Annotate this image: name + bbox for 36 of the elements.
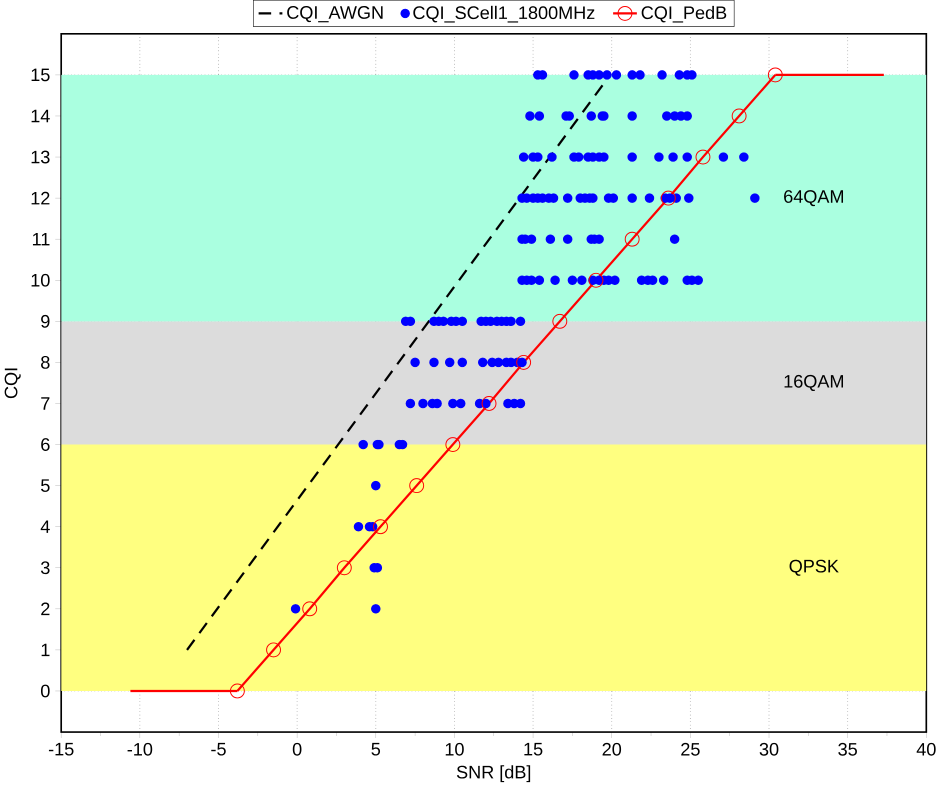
x-axis-title: SNR [dB] [456, 765, 530, 782]
y-tick-label: 1 [42, 644, 50, 656]
y-axis-title: CQI [4, 368, 21, 398]
x-tick-label: 10 [446, 743, 464, 756]
y-tick-label: 6 [41, 438, 50, 452]
x-tick-label: 0 [292, 743, 302, 756]
band-label: QPSK [790, 560, 839, 576]
y-tick-label: 5 [41, 479, 50, 492]
x-tick-label: -10 [128, 743, 152, 756]
y-tick-label: 0 [40, 684, 50, 698]
y-tick-label: 15 [32, 68, 50, 82]
x-tick-label: 30 [760, 743, 778, 756]
y-tick-label: 2 [41, 602, 50, 616]
band-label: 16QAM [784, 375, 844, 392]
x-tick-label: -5 [211, 743, 226, 756]
legend-label: CQI_PedB [642, 6, 726, 23]
x-tick-label: 15 [524, 743, 542, 756]
legend-label: CQI_AWGN [287, 6, 383, 22]
y-tick-label: 12 [32, 192, 50, 205]
band-label: 64QAM [784, 190, 844, 206]
x-tick-label: -15 [48, 743, 74, 756]
x-tick-label: 20 [602, 743, 622, 756]
y-tick-label: 14 [32, 110, 50, 122]
y-tick-label: 10 [32, 274, 50, 287]
y-tick-label: 4 [40, 520, 50, 534]
x-tick-label: 35 [838, 743, 857, 756]
y-tick-label: 3 [40, 561, 50, 574]
y-tick-label: 9 [41, 315, 50, 328]
x-tick-label: 25 [681, 743, 700, 756]
legend-label: CQI_SCell1_1800MHz [413, 6, 594, 23]
y-tick-label: 13 [32, 150, 50, 164]
y-tick-label: 7 [41, 397, 50, 410]
y-tick-label: 11 [32, 233, 50, 246]
x-tick-label: 40 [916, 743, 936, 756]
x-tick-label: 5 [371, 743, 380, 756]
y-tick-label: 8 [41, 356, 50, 369]
